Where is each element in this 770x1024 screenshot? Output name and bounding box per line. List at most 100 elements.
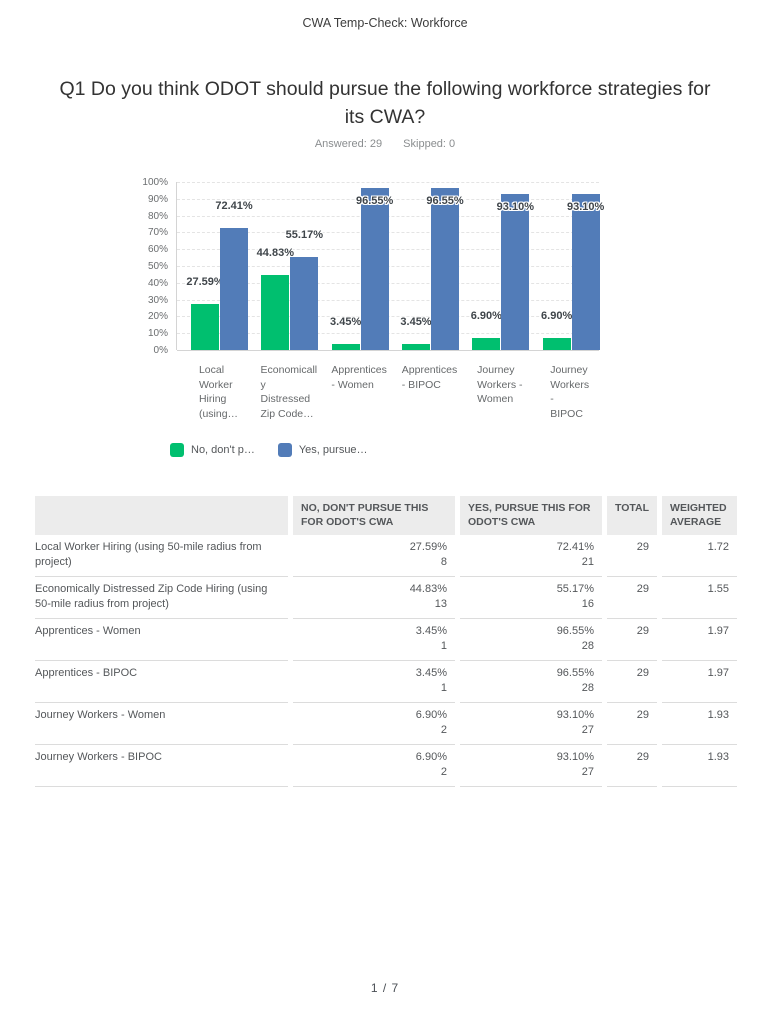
answered-label: Answered: (314, 138, 367, 150)
no-percent: 27.59% (409, 541, 447, 553)
no-cell: 27.59% 8 (293, 535, 455, 577)
total-cell: 29 (607, 703, 658, 745)
no-count: 2 (440, 766, 447, 778)
yes-count: 27 (581, 766, 594, 778)
y-tick-label: 10% (147, 328, 168, 340)
no-count: 1 (440, 640, 447, 652)
table-row: Journey Workers - Women 6.90% 2 93.10% 27 29 1… (35, 703, 738, 745)
answered-stat: Answered: 29 (315, 138, 382, 150)
bar-value-label: 6.90% (470, 310, 502, 323)
yes-count: 27 (581, 724, 594, 736)
no-cell: 3.45% 1 (293, 661, 455, 703)
y-tick-label: 50% (147, 261, 168, 272)
weighted-average-cell: 1.55 (662, 577, 738, 619)
weighted-average-cell: 1.97 (662, 619, 738, 661)
y-tick-label: 60% (147, 244, 168, 256)
bar-no-4 (472, 338, 501, 350)
yes-count: 16 (581, 598, 594, 610)
y-tick-label: 100% (142, 177, 168, 188)
yes-percent: 93.10% (556, 751, 594, 763)
bar-value-label: 27.59% (186, 275, 224, 288)
bar-value-label: 6.90% (541, 310, 573, 323)
bar-value-label: 3.45% (400, 316, 432, 329)
header-total: TOTAL (607, 496, 658, 535)
yes-cell: 96.55% 28 (460, 661, 602, 703)
legend-swatch-no (170, 443, 184, 457)
bar-value-label: 3.45% (330, 316, 362, 329)
no-count: 1 (440, 682, 447, 694)
results-table: NO, DON'T PURSUE THIS FOR ODOT'S CWA YES… (30, 496, 742, 787)
bar-yes-0 (220, 228, 248, 350)
header-no-column: NO, DON'T PURSUE THIS FOR ODOT'S CWA (293, 496, 455, 535)
weighted-average-cell: 1.97 (662, 661, 738, 703)
chart-plot-area: 27.59% 44.83% 3.45% 3.45% 6.90% 6.90% 72.41% 55… (176, 182, 604, 351)
y-tick-label: 90% (147, 193, 168, 205)
y-tick-label: 80% (147, 210, 168, 222)
bar-value-label: 55.17% (285, 229, 323, 242)
bar-value-label: 96.55% (356, 194, 394, 207)
legend-swatch-yes (277, 443, 292, 457)
no-cell: 6.90% 2 (293, 703, 455, 745)
bar-value-label: 96.55% (426, 194, 464, 207)
chart-legend: No, don't p… Yes, pursue… (170, 443, 368, 457)
yes-cell: 93.10% 27 (460, 745, 602, 787)
bar-no-3 (402, 344, 430, 350)
legend-item-no: No, don't p… (170, 443, 255, 457)
no-percent: 6.90% (415, 751, 447, 763)
y-tick-label: 0% (153, 345, 168, 356)
yes-percent: 96.55% (556, 667, 594, 679)
skipped-label: Skipped: (403, 138, 446, 150)
bar-yes-4 (501, 193, 530, 350)
bar-yes-2 (360, 187, 389, 350)
table-row: Apprentices - BIPOC 3.45% 1 96.55% 28 29 1.97 (35, 661, 738, 703)
no-count: 2 (440, 724, 447, 736)
row-label: Apprentices - BIPOC (35, 661, 288, 703)
no-percent: 3.45% (415, 625, 447, 637)
no-percent: 3.45% (415, 667, 447, 679)
header-weighted-average: WEIGHTED AVERAGE (662, 496, 738, 535)
total-cell: 29 (607, 535, 658, 577)
bar-value-label: 72.41% (215, 200, 253, 213)
yes-percent: 72.41% (556, 541, 594, 553)
row-label: Journey Workers - Women (35, 703, 288, 745)
total-cell: 29 (607, 661, 658, 703)
bar-chart: 100% 90% 80% 70% 60% 50% 40% 30% 20% 10% 0% 27.59%… (130, 177, 610, 432)
total-cell: 29 (607, 745, 658, 787)
yes-percent: 55.17% (556, 583, 594, 595)
bar-value-label: 44.83% (256, 246, 294, 259)
skipped-stat: Skipped: 0 (403, 138, 455, 150)
bar-yes-5 (571, 193, 600, 350)
y-tick-label: 70% (147, 227, 168, 239)
y-tick-label: 40% (147, 277, 168, 289)
no-count: 13 (434, 598, 447, 610)
weighted-average-cell: 1.93 (662, 703, 738, 745)
row-label: Journey Workers - BIPOC (35, 745, 288, 787)
no-percent: 6.90% (415, 709, 447, 721)
no-cell: 3.45% 1 (293, 619, 455, 661)
weighted-average-cell: 1.72 (662, 535, 738, 577)
row-label: Local Worker Hiring (using 50-mile radiu… (35, 535, 288, 577)
bar-no-1 (261, 274, 290, 350)
header-yes-column: YES, PURSUE THIS FOR ODOT'S CWA (460, 496, 602, 535)
bar-yes-3 (431, 187, 459, 350)
no-percent: 44.83% (409, 583, 447, 595)
yes-count: 28 (581, 682, 594, 694)
row-label: Apprentices - Women (35, 619, 288, 661)
yes-percent: 93.10% (556, 709, 594, 721)
x-category-label: Apprentices - Women (331, 364, 387, 391)
total-cell: 29 (607, 619, 658, 661)
response-stats: Answered: 29 Skipped: 0 (0, 138, 770, 150)
no-count: 8 (440, 556, 447, 568)
bar-no-2 (331, 344, 360, 350)
gridline (177, 350, 599, 351)
answered-value: 29 (369, 138, 383, 150)
yes-percent: 96.55% (556, 625, 594, 637)
y-tick-label: 30% (147, 294, 168, 306)
total-cell: 29 (607, 577, 658, 619)
page-number: 1 / 7 (370, 981, 400, 995)
bar-no-0 (191, 303, 219, 350)
yes-count: 21 (581, 556, 594, 568)
yes-cell: 96.55% 28 (460, 619, 602, 661)
x-category-label: Local Worker Hiring (using… (198, 364, 239, 420)
